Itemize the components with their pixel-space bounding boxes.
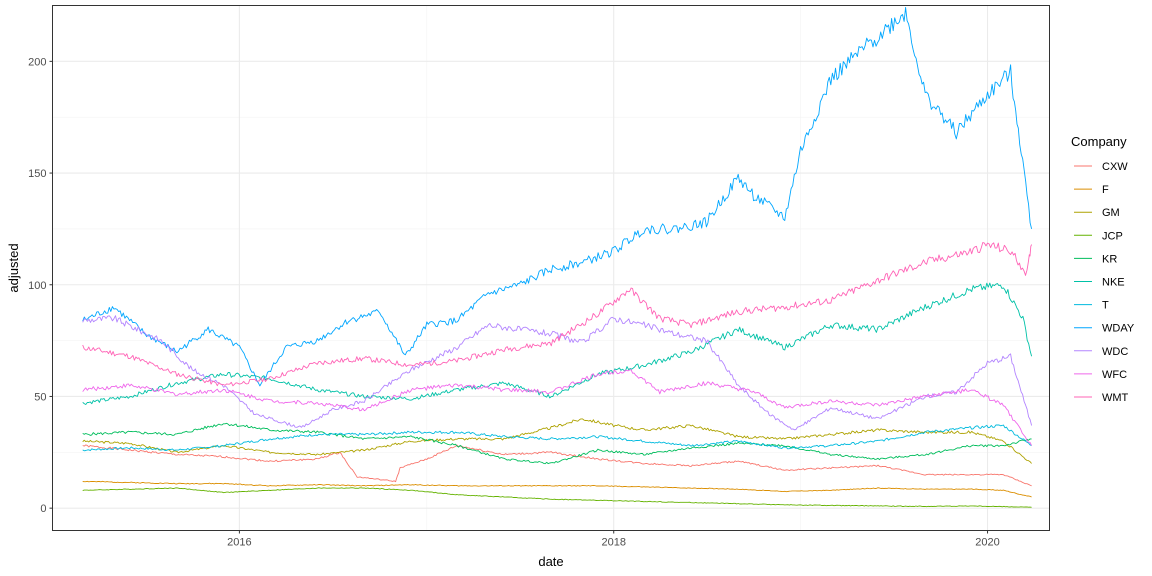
legend-label-wday: WDAY: [1102, 323, 1135, 335]
legend-label-jcp: JCP: [1102, 230, 1123, 242]
major-gridlines: [52, 5, 1050, 531]
x-tick-label: 2016: [227, 537, 251, 549]
x-axis: 2016 2018 2020: [227, 530, 1000, 549]
legend-label-gm: GM: [1102, 207, 1120, 219]
y-tick-label: 50: [34, 391, 46, 403]
y-tick-label: 0: [40, 503, 46, 515]
series-line-nke: [82, 282, 1033, 405]
series-line-gm: [82, 418, 1032, 464]
series-line-kr: [82, 422, 1032, 465]
y-tick-label: 150: [28, 168, 46, 180]
series-line-wmt: [82, 242, 1033, 387]
series-line-f: [82, 480, 1032, 498]
series-lines: [82, 6, 1033, 508]
legend-label-wmt: WMT: [1102, 392, 1129, 404]
series-line-wday: [82, 6, 1033, 387]
legend: Company CXW F GM JCP KR NKE T WDAY WDC WFC WMT: [1071, 134, 1135, 404]
legend-label-cxw: CXW: [1102, 161, 1128, 173]
legend-label-t: T: [1102, 300, 1109, 312]
y-axis-title: adjusted: [6, 243, 21, 292]
legend-label-f: F: [1102, 184, 1109, 196]
y-axis: 0 50 100 150 200: [28, 56, 53, 515]
series-line-wfc: [82, 369, 1033, 446]
legend-title: Company: [1071, 134, 1127, 149]
x-axis-title: date: [538, 554, 563, 569]
series-line-wdc: [82, 315, 1033, 431]
legend-label-kr: KR: [1102, 253, 1117, 265]
x-tick-label: 2018: [601, 537, 625, 549]
legend-label-wdc: WDC: [1102, 346, 1128, 358]
plot-panel: [52, 5, 1050, 531]
series-line-cxw: [82, 444, 1032, 487]
plot-border: [52, 5, 1050, 531]
minor-gridlines: [52, 5, 1050, 531]
y-tick-label: 200: [28, 56, 46, 68]
series-line-t: [82, 424, 1032, 452]
legend-label-nke: NKE: [1102, 277, 1125, 289]
legend-label-wfc: WFC: [1102, 369, 1127, 381]
y-tick-label: 100: [28, 280, 46, 292]
x-tick-label: 2020: [975, 537, 999, 549]
series-line-jcp: [82, 487, 1032, 508]
